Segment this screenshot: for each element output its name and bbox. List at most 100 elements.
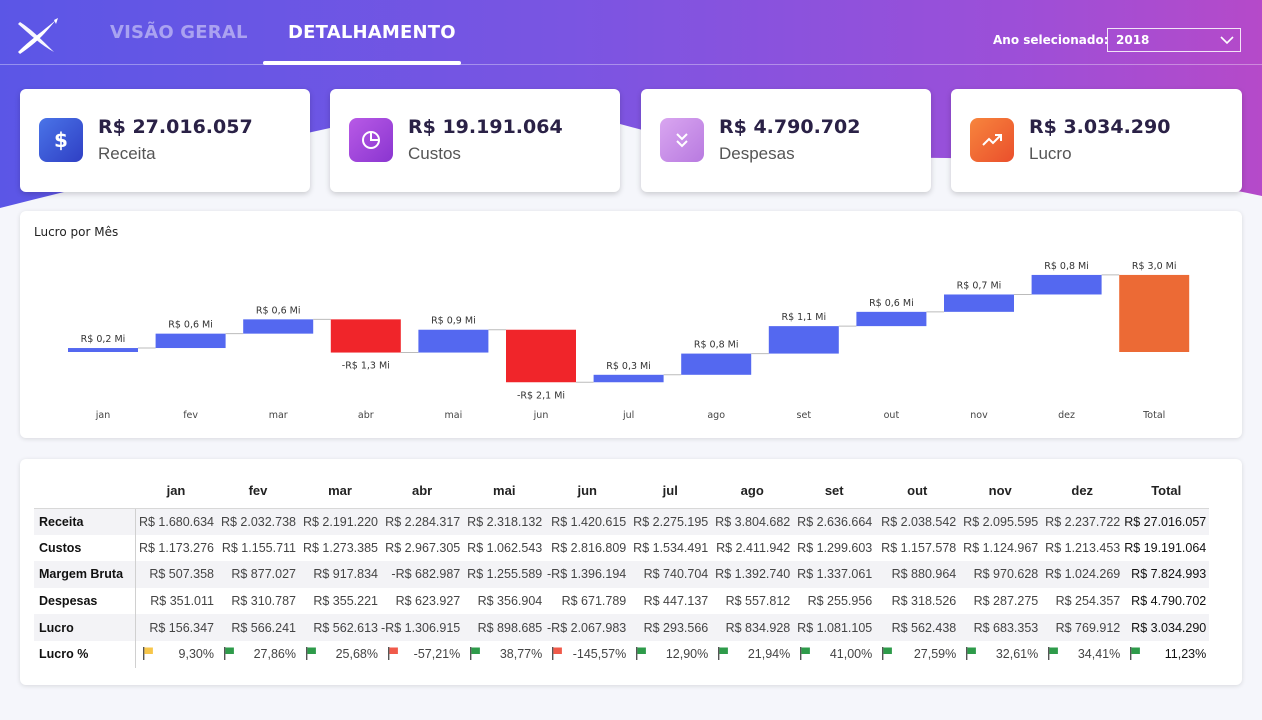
waterfall-bar-total[interactable] [1119,274,1190,352]
data-label: R$ 0,9 Mi [431,316,476,327]
x-logo-icon[interactable] [14,16,60,56]
waterfall-bar-nov[interactable] [944,294,1014,312]
table-cell: 38,77% [463,641,545,668]
year-dropdown-value: 2018 [1116,33,1150,47]
column-header-total[interactable]: Total [1123,474,1210,509]
table-cell: R$ 3.804.682 [711,508,794,535]
waterfall-bar-dez[interactable] [1031,274,1102,295]
lucro-percent-value: 27,59% [913,647,957,662]
table-cell: R$ 310.787 [231,594,296,609]
table-cell: 11,23% [1123,641,1209,668]
year-filter-label: Ano selecionado: [993,33,1109,47]
table-cell: R$ 2.318.132 [463,508,546,535]
table-cell: -R$ 1.396.194 [545,561,630,588]
table-cell: R$ 2.095.595 [959,508,1042,535]
trending-up-icon [970,118,1014,162]
red-flag-icon [552,647,563,661]
column-header-mai[interactable]: mai [463,474,546,509]
chevrons-down-icon [660,118,704,162]
financial-matrix-table: jan fev mar abr mai jun jul ago set out nov dez Tota… [34,474,1210,668]
table-cell: R$ 3.034.290 [1123,614,1210,641]
table-cell: 27,59% [875,641,959,668]
x-tick-label: fev [183,410,198,421]
tab-detalhamento[interactable]: DETALHAMENTO [288,22,456,43]
column-header-dez[interactable]: dez [1041,474,1124,509]
waterfall-bar-jul[interactable] [593,374,664,383]
green-flag-icon [718,647,729,661]
column-header-mar[interactable]: mar [299,474,381,509]
table-cell: R$ 1.337.061 [793,561,876,588]
waterfall-bar-ago[interactable] [681,353,752,375]
table-cell: R$ 970.628 [959,561,1042,588]
column-header-jun[interactable]: jun [545,474,630,509]
row-header: Margem Bruta [34,561,136,588]
waterfall-bar-fev[interactable] [155,333,226,349]
kpi-label: Lucro [1029,144,1072,163]
svg-text:$: $ [54,128,68,152]
data-label: R$ 0,6 Mi [869,298,914,309]
table-cell: R$ 557.812 [725,594,791,609]
x-tick-label: set [797,410,812,421]
column-header-set[interactable]: set [793,474,876,509]
data-label: R$ 0,7 Mi [957,280,1002,291]
table-cell: R$ 1.534.491 [633,540,709,555]
waterfall-bar-out[interactable] [856,311,927,327]
table-header-row: jan fev mar abr mai jun jul ago set out nov dez Tota… [34,474,1210,509]
table-cell: 21,94% [711,641,793,668]
x-tick-label: dez [1058,410,1075,421]
kpi-value: R$ 19.191.064 [408,116,563,138]
green-flag-icon [966,647,977,661]
table-cell: R$ 1.081.105 [793,614,876,641]
yellow-flag-icon [142,647,153,661]
waterfall-bar-abr[interactable] [330,319,401,353]
table-cell: R$ 1.213.453 [1045,540,1121,555]
table-cell: R$ 4.790.702 [1131,594,1207,609]
table-cell: -R$ 1.306.915 [381,614,464,641]
table-cell: R$ 740.704 [629,561,712,588]
column-header-nov[interactable]: nov [959,474,1042,509]
table-cell: R$ 7.824.993 [1123,561,1210,588]
table-cell: R$ 834.928 [711,614,794,641]
table-cell: R$ 562.438 [875,614,960,641]
green-flag-icon [882,647,893,661]
lucro-percent-value: 21,94% [747,647,791,662]
red-flag-icon [388,647,398,661]
table-cell: R$ 562.613 [299,614,381,641]
column-header-jul[interactable]: jul [629,474,712,509]
row-header: Receita [34,508,136,535]
table-cell: R$ 1.157.578 [881,540,957,555]
waterfall-bar-jan[interactable] [68,348,138,352]
table-cell: R$ 355.221 [313,594,378,609]
data-label: R$ 1,1 Mi [781,312,826,323]
lucro-percent-value: 27,86% [253,647,296,662]
kpi-value: R$ 27.016.057 [98,116,253,138]
table-cell: R$ 671.789 [561,594,627,609]
table-cell: R$ 2.191.220 [299,508,381,535]
year-dropdown[interactable]: 2018 [1107,28,1241,52]
table-cell: R$ 27.016.057 [1123,508,1210,535]
green-flag-icon [1048,647,1059,661]
table-header-corner [34,474,135,509]
table-cell: 25,68% [299,641,381,668]
column-header-jan[interactable]: jan [135,474,217,509]
table-cell: R$ 1.173.276 [138,540,214,555]
kpi-label: Custos [408,144,461,163]
table-cell: 9,30% [135,641,217,668]
table-cell: R$ 356.904 [477,594,543,609]
waterfall-bar-mar[interactable] [243,319,314,334]
x-tick-label: mar [269,410,288,421]
kpi-card-receita: $ R$ 27.016.057 Receita [20,89,310,192]
waterfall-bar-jun[interactable] [506,329,576,383]
waterfall-bar-mai[interactable] [418,329,489,353]
table-cell: R$ 2.038.542 [875,508,960,535]
tab-visao-geral[interactable]: VISÃO GERAL [110,22,248,43]
table-cell: 12,90% [629,641,711,668]
column-header-ago[interactable]: ago [711,474,794,509]
column-header-out[interactable]: out [875,474,960,509]
table-row: Lucro % 9,30% 27,86% 25,68% -57,21% 38,77% -14… [34,640,1209,668]
waterfall-bar-set[interactable] [768,326,839,354]
table-cell: R$ 898.685 [463,614,546,641]
column-header-abr[interactable]: abr [381,474,464,509]
green-flag-icon [224,647,234,661]
column-header-fev[interactable]: fev [217,474,299,509]
